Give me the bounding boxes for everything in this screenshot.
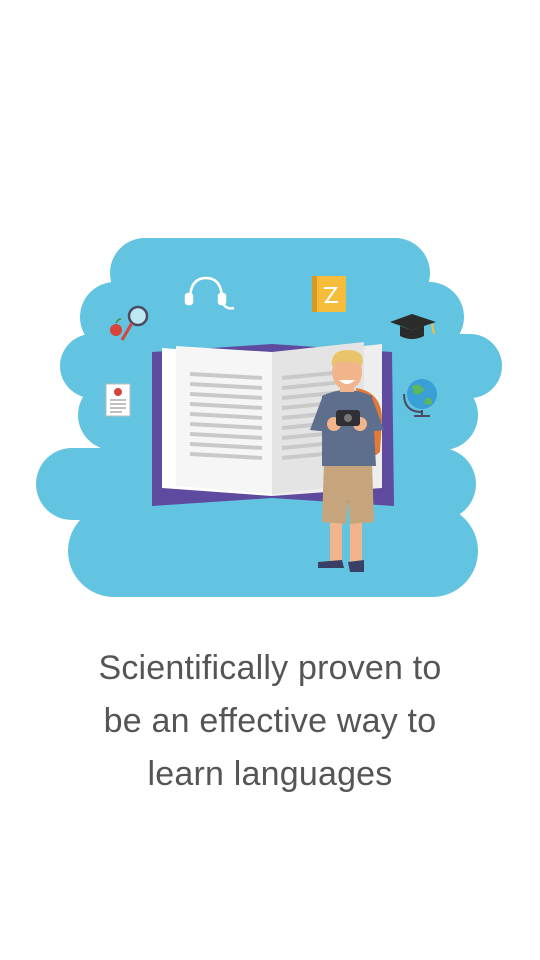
apple-icon [110,318,122,336]
notebook-icon [312,276,346,312]
onboarding-illustration [36,238,502,597]
globe-icon [403,379,437,417]
onboarding-tagline: Scientifically proven to be an effective… [40,642,500,801]
student-figure [310,350,384,572]
tagline-line-3: learn languages [147,755,393,793]
tagline-line-2: be an effective way to [103,702,437,740]
tagline-line-1: Scientifically proven to [98,649,442,687]
magnifier-icon [120,305,149,341]
graduation-cap-icon [390,314,436,339]
certificate-icon [105,383,131,417]
headphones-icon [184,276,235,310]
